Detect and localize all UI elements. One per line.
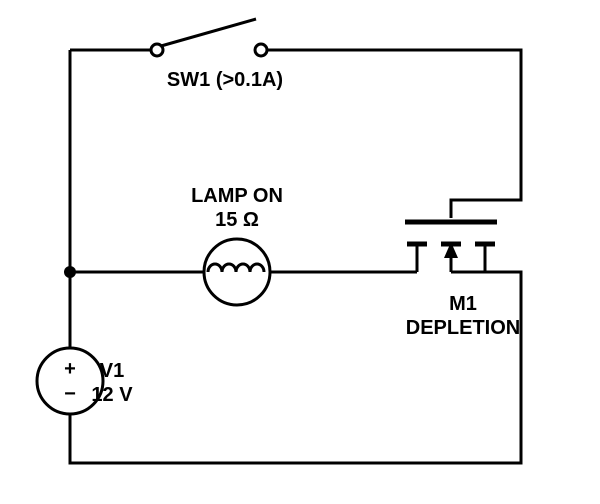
vsource-val: 12 V xyxy=(91,384,133,406)
wire-top-right xyxy=(261,50,521,218)
switch-sw1: SW1 (>0.1A) xyxy=(151,19,283,91)
lamp-label-1: LAMP ON xyxy=(191,185,283,207)
circuit-schematic: SW1 (>0.1A) LAMP ON 15 Ω + − V1 12 V xyxy=(0,0,600,504)
mosfet-m1: M1 DEPLETION xyxy=(405,200,520,339)
switch-label: SW1 (>0.1A) xyxy=(167,69,283,91)
vsource-plus: + xyxy=(64,358,76,380)
lamp: LAMP ON 15 Ω xyxy=(191,185,283,305)
lamp-label-2: 15 Ω xyxy=(215,209,259,231)
mosfet-ref: M1 xyxy=(449,293,477,315)
vsource-ref: V1 xyxy=(100,360,124,382)
node-left-mid xyxy=(64,266,76,278)
mosfet-type: DEPLETION xyxy=(406,317,520,339)
vsource-minus: − xyxy=(64,383,76,405)
voltage-source-v1: + − V1 12 V xyxy=(37,348,133,414)
